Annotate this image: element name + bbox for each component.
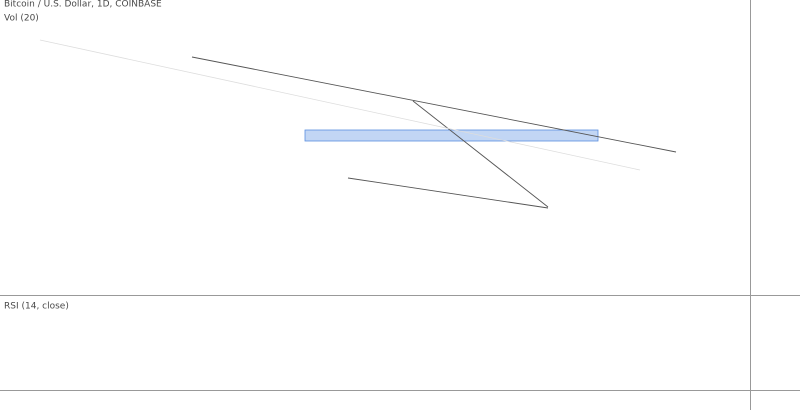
trend-line — [191, 56, 677, 153]
rsi-label: RSI (14, close) — [4, 302, 69, 312]
volume-label: Vol (20) — [4, 14, 39, 24]
drawings — [39, 39, 677, 209]
trend-line — [347, 177, 549, 209]
chart-title: Bitcoin / U.S. Dollar, 1D, COINBASE — [4, 0, 162, 10]
trend-line — [39, 39, 641, 171]
trend-line — [412, 100, 549, 208]
resistance-zone — [304, 129, 599, 142]
